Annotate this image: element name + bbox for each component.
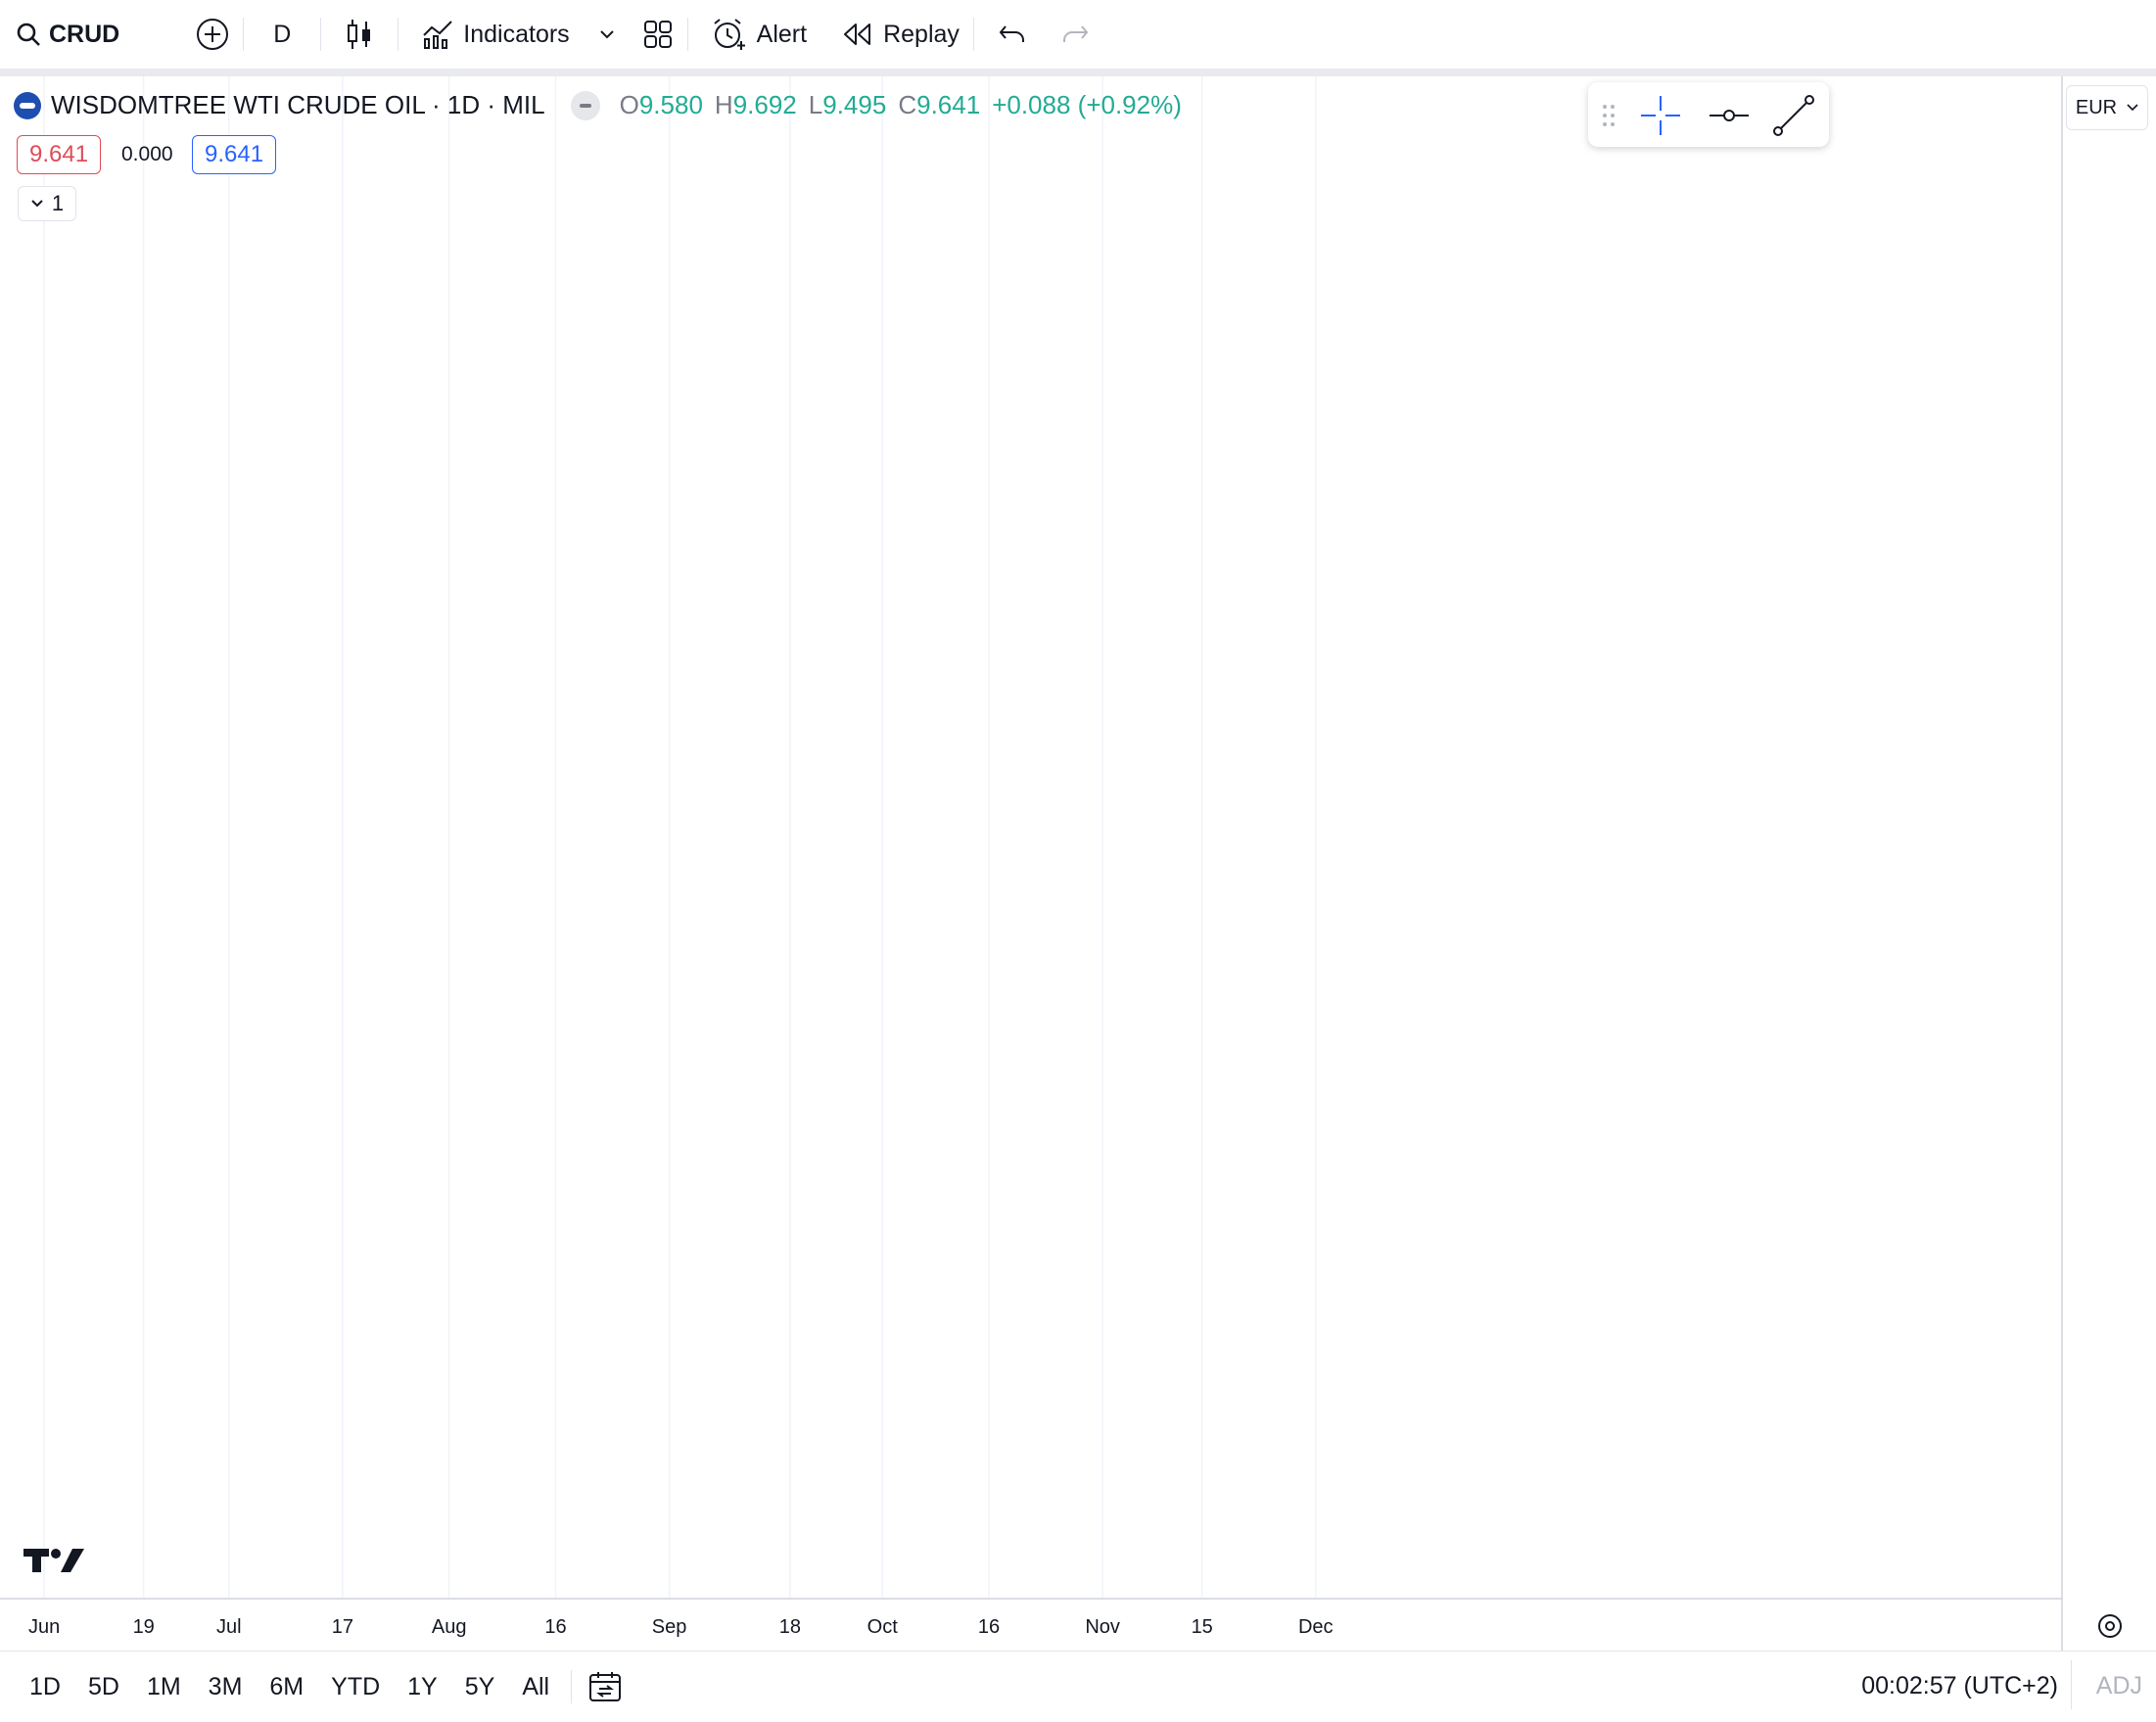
crosshair-icon[interactable]	[1639, 94, 1682, 137]
candlestick-icon	[348, 20, 371, 49]
symbol-title[interactable]: WISDOMTREE WTI CRUDE OIL · 1D · MIL	[51, 90, 545, 119]
low-value: 9.495	[822, 90, 887, 119]
currency-select[interactable]: EUR	[2066, 85, 2148, 130]
range-button-3m[interactable]: 3M	[208, 1672, 243, 1700]
symbol-logo-icon	[14, 91, 41, 119]
time-tick-label: Jun	[28, 1616, 60, 1638]
alarm-clock-icon	[714, 19, 745, 50]
high-key: H	[714, 90, 733, 119]
redo-icon	[1062, 25, 1089, 42]
time-tick-label: 16	[978, 1616, 1000, 1638]
redo-button[interactable]	[1051, 0, 1100, 69]
replay-button[interactable]: Replay	[820, 0, 973, 69]
time-axis[interactable]: Jun 19 Jul 17 Aug 16 Sep 18 Oct 16 Nov 15 Dec	[28, 1616, 1334, 1638]
goto-date-button[interactable]	[572, 1670, 638, 1703]
close-key: C	[898, 90, 917, 119]
indicators-icon	[423, 21, 452, 49]
chevron-down-icon[interactable]	[599, 28, 615, 40]
time-tick-label: 16	[544, 1616, 566, 1638]
drawing-toolbar	[1588, 82, 1829, 147]
undo-icon	[999, 25, 1024, 42]
alert-label: Alert	[756, 20, 808, 48]
ask-price[interactable]: 9.641	[192, 135, 277, 174]
open-key: O	[619, 90, 639, 119]
series-count: 1	[51, 191, 65, 215]
range-button-1m[interactable]: 1M	[146, 1672, 181, 1700]
toolbar-divider	[972, 18, 974, 51]
range-button-6m[interactable]: 6M	[269, 1672, 305, 1700]
close-value: 9.641	[916, 90, 981, 119]
toolbar-divider	[686, 18, 688, 51]
symbol-search-button[interactable]: CRUD	[0, 0, 133, 69]
range-button-all[interactable]: All	[522, 1672, 550, 1700]
search-icon	[17, 23, 40, 46]
time-tick-label: 17	[332, 1616, 353, 1638]
toolbar-divider	[243, 18, 245, 51]
time-tick-label: 18	[779, 1616, 801, 1638]
price-chart[interactable]: 7.2007.4007.6007.8008.0008.2008.4008.600…	[0, 76, 2156, 1651]
rewind-icon	[844, 23, 871, 45]
drag-handle-icon[interactable]	[1602, 104, 1616, 127]
top-toolbar: CRUD D Indicators	[0, 0, 2156, 70]
range-buttons: 1D 5D 1M 3M 6M YTD 1Y 5Y All	[16, 1673, 563, 1701]
chevron-down-icon	[2127, 104, 2138, 112]
settings-icon[interactable]	[2098, 1614, 2122, 1638]
high-value: 9.692	[732, 90, 797, 119]
alert-button[interactable]: Alert	[688, 0, 820, 69]
compare-button[interactable]	[182, 0, 243, 69]
range-button-1d[interactable]: 1D	[29, 1672, 61, 1700]
undo-button[interactable]	[974, 0, 1051, 69]
indicators-button[interactable]: Indicators	[398, 0, 628, 69]
time-tick-label: Aug	[432, 1616, 467, 1638]
time-tick-label: 15	[1192, 1616, 1213, 1638]
range-button-ytd[interactable]: YTD	[331, 1672, 381, 1700]
range-button-1y[interactable]: 1Y	[407, 1672, 438, 1700]
low-key: L	[808, 90, 823, 119]
range-button-5d[interactable]: 5D	[87, 1672, 119, 1700]
grid-icon	[643, 21, 672, 48]
chevron-down-icon	[31, 200, 43, 208]
layouts-button[interactable]	[629, 0, 687, 69]
change-value: +0.088 (+0.92%)	[992, 90, 1182, 119]
currency-label: EUR	[2075, 96, 2118, 118]
time-tick-label: Dec	[1298, 1616, 1334, 1638]
toolbar-divider	[320, 18, 322, 51]
time-tick-label: Jul	[216, 1616, 242, 1638]
adjust-toggle[interactable]: ADJ	[2095, 1672, 2142, 1699]
time-tick-label: Nov	[1085, 1616, 1120, 1638]
chart-type-button[interactable]	[321, 0, 398, 69]
symbol-label: CRUD	[49, 20, 120, 48]
spread-value: 0.000	[121, 143, 173, 165]
calendar-icon	[589, 1672, 622, 1701]
trend-line-icon[interactable]	[1772, 94, 1815, 137]
market-status-icon[interactable]	[570, 90, 600, 120]
bottom-toolbar: 1D 5D 1M 3M 6M YTD 1Y 5Y All	[0, 1651, 2156, 1722]
tradingview-logo	[23, 1549, 84, 1572]
series-toggle[interactable]: 1	[18, 186, 76, 221]
open-value: 9.580	[638, 90, 703, 119]
time-tick-label: Oct	[867, 1616, 899, 1638]
horizontal-line-icon[interactable]	[1708, 94, 1751, 137]
timezone-clock[interactable]: 00:02:57 (UTC+2)	[1861, 1672, 2058, 1699]
chart-legend: WISDOMTREE WTI CRUDE OIL · 1D · MIL O 9.5…	[14, 90, 1182, 120]
indicators-label: Indicators	[463, 20, 570, 48]
time-tick-label: 19	[133, 1616, 155, 1638]
toolbar-shadow	[0, 69, 2156, 76]
time-tick-label: Sep	[652, 1616, 687, 1638]
range-button-5y[interactable]: 5Y	[464, 1672, 495, 1700]
toolbar-divider	[2071, 1660, 2072, 1709]
bid-price[interactable]: 9.641	[17, 135, 102, 174]
chart-grid	[43, 76, 1317, 1599]
replay-label: Replay	[883, 20, 960, 48]
toolbar-divider	[571, 1670, 573, 1703]
plus-circle-icon	[197, 19, 229, 50]
interval-label: D	[273, 20, 292, 48]
interval-button[interactable]: D	[244, 0, 320, 69]
